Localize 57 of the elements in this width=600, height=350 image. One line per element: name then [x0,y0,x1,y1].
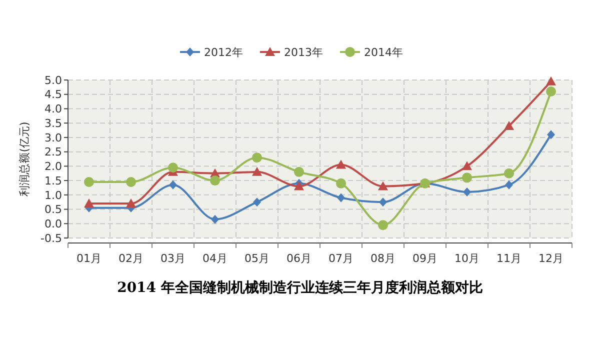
point [294,166,304,177]
y-tick-label: 1.5 [44,174,62,188]
point [252,166,262,176]
x-tick-label: 01月 [76,252,102,265]
y-tick-label: -0.5 [40,232,62,245]
point [126,198,136,208]
point [210,176,220,186]
x-tick-label: 06月 [286,252,312,265]
x-tick-label: 07月 [328,252,354,265]
point [84,176,94,187]
legend-label: 2014年 [364,46,403,59]
text: 2014 年全国缝制机械制造行业连续三年月度利润总额对比 [117,279,483,296]
y-tick-label: 1.0 [44,188,62,202]
point [378,181,388,190]
point [337,193,345,202]
y-tick-label: 4.0 [44,102,62,116]
y-tick-label: 3.5 [44,116,62,130]
y-tick-label: 2.5 [44,146,62,159]
y-tick-label: 0.5 [44,203,62,216]
y-tick-label: 4.5 [44,88,62,102]
x-tick-label: 12月 [538,252,564,265]
point [463,188,471,197]
point [504,120,514,130]
legend-label: 2012年 [204,46,243,59]
x-tick-label: 04月 [202,252,228,265]
y-tick-label: 2.0 [44,160,62,174]
point [504,168,514,178]
point [336,160,346,169]
y-tick-label: 5.0 [44,74,62,87]
point [84,198,94,208]
y-axis-title: 利润总额(亿元) [18,122,31,196]
x-tick-label: 08月 [370,252,396,265]
point [378,220,388,230]
point [336,178,346,188]
legend-label: 2013年 [284,46,323,59]
point [546,86,556,96]
x-tick-label: 03月 [160,252,186,265]
x-tick-label: 02月 [118,252,144,265]
point [168,162,178,173]
point [294,181,304,190]
x-tick-label: 10月 [454,252,480,265]
point [505,180,513,190]
point [211,214,219,224]
point [462,161,472,170]
point [252,152,262,163]
point [126,176,136,187]
y-tick-label: 3.0 [44,131,62,144]
x-tick-label: 11月 [496,252,522,265]
point [546,76,556,86]
point [462,172,472,183]
y-tick-label: 0.0 [44,217,62,230]
x-tick-label: 05月 [244,252,270,265]
point [547,130,555,140]
point [169,180,177,190]
point [379,198,387,207]
x-tick-label: 09月 [412,252,438,265]
point [253,198,261,207]
